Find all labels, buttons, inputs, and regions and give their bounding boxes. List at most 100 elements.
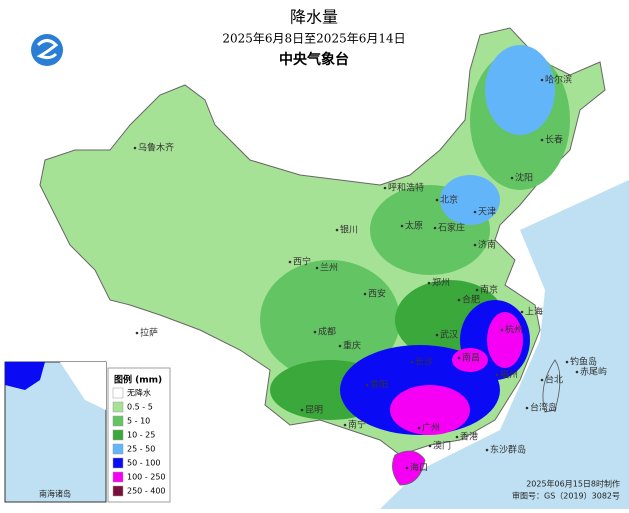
city-label: 西安: [368, 288, 386, 300]
legend-label: 250 - 400: [127, 487, 166, 496]
city-dot: [315, 266, 319, 270]
city-dot: [383, 186, 387, 190]
city-label: 赤尾屿: [580, 367, 607, 378]
city-dot: [417, 426, 421, 430]
city-dot: [427, 281, 431, 285]
city-dot: [565, 360, 569, 364]
city-dot: [525, 406, 529, 410]
city-dot: [365, 383, 369, 387]
zone-100-250: [487, 312, 523, 368]
city-label: 武汉: [440, 329, 458, 341]
city-dot: [300, 408, 304, 412]
city-dot: [335, 228, 339, 232]
city-label: 沈阳: [515, 172, 533, 184]
legend-label: 25 - 50: [127, 445, 155, 454]
zone-25-50: [440, 175, 500, 225]
city-dot: [410, 360, 414, 364]
city-label: 成都: [318, 326, 336, 338]
city-dot: [457, 298, 461, 302]
city-label: 台湾岛: [530, 402, 557, 414]
zone-100-250: [390, 385, 470, 435]
city-label: 济南: [478, 239, 496, 251]
city-dot: [540, 78, 544, 82]
logo-swirl: [36, 39, 59, 60]
city-dot: [457, 356, 461, 360]
city-label: 哈尔滨: [545, 74, 572, 86]
city-dot: [520, 310, 524, 314]
city-label: 上海: [525, 306, 543, 318]
city-label: 银川: [340, 224, 358, 236]
city-label: 香港: [460, 431, 478, 443]
legend-items: 无降水 0.5 - 5 5 - 10 10 - 25 25 - 50 50 - 100 10…: [112, 388, 166, 497]
city-label: 南宁: [348, 419, 366, 431]
city-dot: [495, 373, 499, 377]
city-dot: [473, 210, 477, 214]
inset-label: 南海诸岛: [39, 489, 71, 499]
city-dot: [435, 198, 439, 202]
city-label: 合肥: [462, 294, 480, 306]
legend-label: 无降水: [127, 388, 151, 398]
legend-swatch: [112, 429, 124, 441]
city-label: 广州: [422, 422, 440, 434]
legend-label: 50 - 100: [127, 459, 160, 468]
city-dot: [540, 138, 544, 142]
city-dot: [343, 423, 347, 427]
city-dot: [433, 226, 437, 230]
city-dot: [313, 330, 317, 334]
legend-swatch: [112, 401, 124, 413]
city-label: 杭州: [505, 324, 523, 336]
agency: 中央气象台: [279, 51, 349, 68]
city-dot: [473, 243, 477, 247]
city-label: 澳门: [433, 440, 451, 452]
city-dot: [288, 260, 292, 264]
city-dot: [363, 292, 367, 296]
city-label: 天津: [478, 207, 496, 218]
legend-label: 0.5 - 5: [127, 403, 153, 412]
legend-swatch: [112, 415, 124, 427]
legend-label: 10 - 25: [127, 431, 155, 440]
inset-land: [60, 362, 106, 410]
city-dot: [435, 333, 439, 337]
city-dot: [500, 328, 504, 332]
city-dot: [400, 224, 404, 228]
city-dot: [428, 444, 432, 448]
city-dot: [575, 370, 579, 374]
zone-100-250: [452, 348, 488, 372]
city-label: 福州: [500, 369, 518, 381]
city-dot: [540, 378, 544, 382]
legend-label: 5 - 10: [127, 417, 150, 426]
subtitle: 2025年6月8日至2025年6月14日: [222, 32, 405, 46]
legend-swatch: [112, 443, 124, 455]
city-label: 西宁: [293, 256, 311, 268]
city-label: 台北: [545, 374, 563, 386]
city-label: 郑州: [432, 277, 450, 289]
zone-5-10: [260, 260, 400, 380]
city-label: 兰州: [320, 262, 338, 274]
city-dot: [485, 448, 489, 452]
city-label: 乌鲁木齐: [138, 142, 174, 154]
city-dot: [455, 435, 459, 439]
city-dot: [510, 176, 514, 180]
city-dot: [475, 288, 479, 292]
city-dot: [133, 146, 137, 150]
legend-title: 图例 (mm): [114, 374, 162, 386]
city-label: 石家庄: [438, 222, 465, 234]
city-label: 东沙群岛: [490, 444, 526, 456]
zone-25-50: [485, 45, 555, 135]
legend-swatch: [112, 471, 124, 483]
legend-label: 100 - 250: [127, 473, 166, 482]
city-label: 钓鱼岛: [570, 356, 597, 368]
city-label: 贵阳: [370, 379, 388, 391]
city-label: 拉萨: [140, 327, 158, 339]
legend-swatch: [112, 457, 124, 469]
issued-time: 2025年06月15日8时制作: [526, 479, 620, 489]
legend-swatch: [112, 485, 124, 497]
city-label: 呼和浩特: [388, 182, 424, 194]
city-label: 长沙: [415, 356, 433, 368]
approval-number: 审图号：GS（2019）3082号: [512, 491, 620, 501]
city-label: 南京: [480, 284, 498, 296]
city-dot: [338, 344, 342, 348]
city-label: 北京: [440, 194, 458, 206]
city-label: 南昌: [462, 352, 480, 364]
